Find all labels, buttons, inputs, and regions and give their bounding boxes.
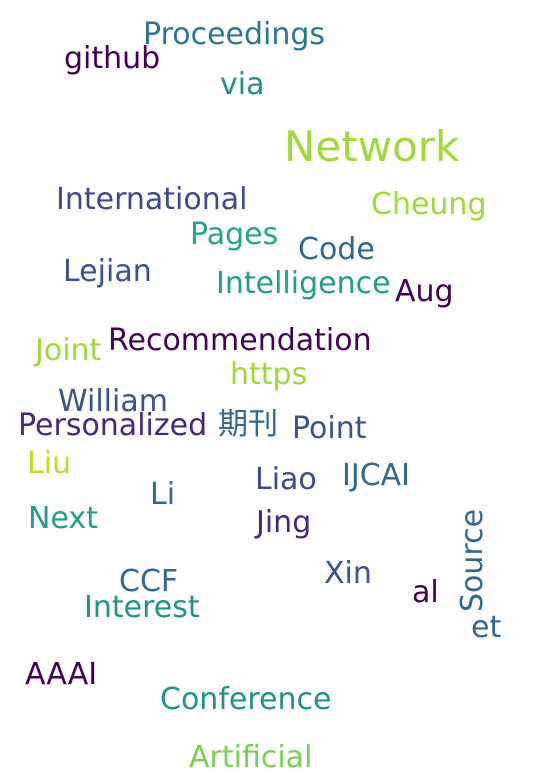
word-proceedings: Proceedings (143, 17, 326, 52)
word-liao: Liao (255, 462, 317, 497)
word-github: github (64, 41, 161, 76)
word-network: Network (284, 122, 460, 171)
word-li: Li (150, 477, 176, 512)
word-artificial: Artificial (189, 740, 313, 775)
word-ijcai: IJCAI (342, 458, 411, 493)
word-intelligence: Intelligence (216, 266, 391, 301)
word-joint: Joint (35, 333, 102, 368)
word-conference: Conference (160, 682, 332, 717)
word-personalized: Personalized (18, 408, 208, 443)
word-point: Point (292, 411, 367, 446)
word-source: Source (455, 508, 490, 612)
word-aaai: AAAI (25, 657, 98, 692)
word-ccf: CCF (119, 564, 179, 599)
word-code: Code (298, 232, 375, 267)
word-jing: Jing (256, 505, 312, 540)
word-liu: Liu (27, 446, 72, 481)
word-international: International (56, 182, 248, 217)
word-et: et (471, 610, 502, 645)
word-via: via (220, 67, 265, 102)
word-pages: Pages (190, 217, 279, 252)
word-xin: Xin (324, 556, 372, 591)
word-al: al (412, 575, 439, 610)
word-aug: Aug (395, 274, 454, 309)
word-https: https (230, 357, 308, 392)
word-william: William (58, 384, 168, 419)
word-recommendation: Recommendation (108, 323, 372, 358)
word-cheung: Cheung (371, 187, 487, 222)
word-qikan: 期刊 (218, 407, 278, 442)
word-lejian: Lejian (63, 254, 152, 289)
word-next: Next (28, 501, 98, 536)
word-interest: Interest (84, 590, 200, 625)
